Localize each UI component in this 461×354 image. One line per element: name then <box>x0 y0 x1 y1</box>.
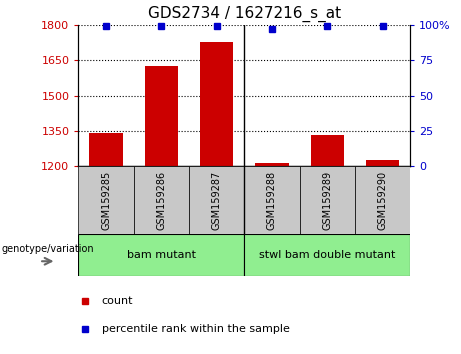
Bar <box>145 66 178 166</box>
Text: bam mutant: bam mutant <box>127 250 196 260</box>
Text: GSM159287: GSM159287 <box>212 170 222 230</box>
FancyBboxPatch shape <box>189 166 244 234</box>
FancyBboxPatch shape <box>134 166 189 234</box>
Bar <box>366 160 399 166</box>
Text: GSM159290: GSM159290 <box>378 170 388 230</box>
FancyBboxPatch shape <box>244 166 300 234</box>
FancyBboxPatch shape <box>355 166 410 234</box>
Text: genotype/variation: genotype/variation <box>1 244 94 253</box>
Text: count: count <box>101 296 133 306</box>
FancyBboxPatch shape <box>78 166 134 234</box>
Text: GSM159288: GSM159288 <box>267 170 277 230</box>
Text: GSM159286: GSM159286 <box>156 170 166 230</box>
FancyBboxPatch shape <box>300 166 355 234</box>
Bar <box>311 135 344 166</box>
Bar <box>89 133 123 166</box>
Bar <box>200 42 233 166</box>
FancyBboxPatch shape <box>78 234 244 276</box>
Text: GSM159285: GSM159285 <box>101 170 111 230</box>
Bar <box>255 163 289 166</box>
Text: GSM159289: GSM159289 <box>322 170 332 230</box>
Text: stwl bam double mutant: stwl bam double mutant <box>259 250 396 260</box>
Text: percentile rank within the sample: percentile rank within the sample <box>101 324 290 334</box>
FancyBboxPatch shape <box>244 234 410 276</box>
Title: GDS2734 / 1627216_s_at: GDS2734 / 1627216_s_at <box>148 6 341 22</box>
